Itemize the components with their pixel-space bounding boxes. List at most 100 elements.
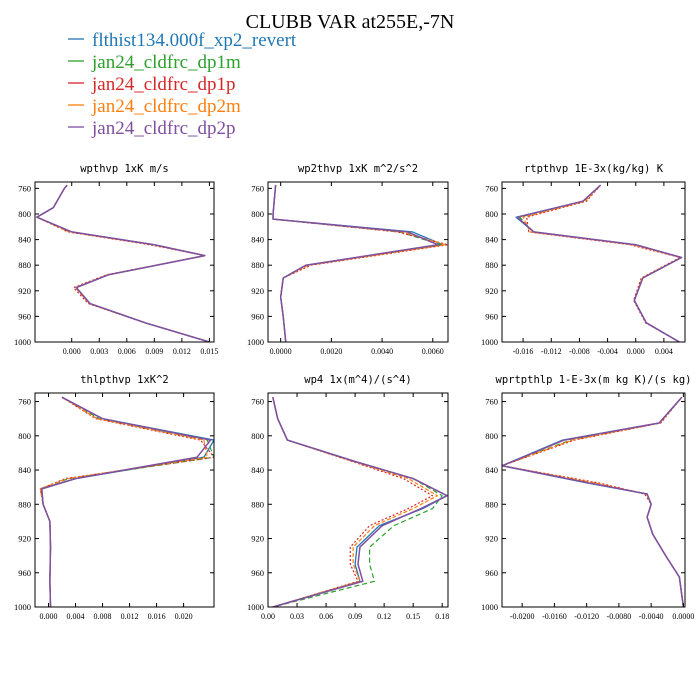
y-tick-label: 1000 xyxy=(14,602,31,612)
plot-frame xyxy=(34,392,215,608)
y-tick-label: 1000 xyxy=(481,337,498,347)
panel-5: wp4 1x(m^4)/(s^4)76080084088092096010000… xyxy=(247,374,449,621)
x-tick-label: -0.0160 xyxy=(542,612,567,621)
y-tick-label: 760 xyxy=(251,183,264,193)
x-tick-label: 0.18 xyxy=(435,612,449,621)
panel-title: wp4 1x(m^4)/(s^4) xyxy=(304,374,411,386)
y-tick-label: 760 xyxy=(485,183,498,193)
series-line-2 xyxy=(272,185,441,342)
x-tick-label: 0.03 xyxy=(290,612,304,621)
x-tick-label: 0.009 xyxy=(145,347,163,356)
y-tick-label: 800 xyxy=(485,209,498,219)
x-tick-label: 0.15 xyxy=(406,612,420,621)
x-tick-label: -0.012 xyxy=(541,347,562,356)
x-tick-label: -0.0040 xyxy=(639,612,664,621)
series-line-3 xyxy=(272,185,448,342)
series-line-2 xyxy=(518,184,683,342)
panel-title: wprtpthlp 1-E-3x(m kg K)/(s kg) xyxy=(496,374,692,386)
x-tick-label: 0.020 xyxy=(175,612,193,621)
y-tick-label: 840 xyxy=(251,465,264,475)
plot-frame xyxy=(501,392,686,608)
legend-label: flthist134.000f_xp2_revert xyxy=(92,30,297,51)
y-tick-label: 760 xyxy=(18,183,31,193)
y-tick-label: 960 xyxy=(251,311,264,321)
x-tick-label: 0.006 xyxy=(118,347,136,356)
y-tick-label: 800 xyxy=(18,431,31,441)
y-tick-label: 760 xyxy=(18,397,31,407)
panels: wpthvp 1xK m/s 760 800 840 880 920 960 1000 0.00… xyxy=(14,163,694,621)
y-tick-label: 840 xyxy=(485,465,498,475)
series-line-4 xyxy=(522,184,682,342)
y-tick-label: 880 xyxy=(251,499,264,509)
x-tick-label: 0.004 xyxy=(67,612,85,621)
series-line-1 xyxy=(272,185,444,342)
y-tick-label: 920 xyxy=(18,534,31,544)
x-tick-label: -0.008 xyxy=(569,347,590,356)
series-line-2 xyxy=(36,184,210,342)
y-tick-label: 920 xyxy=(18,286,31,296)
x-tick-label: 0.00 xyxy=(261,612,275,621)
y-tick-label: 920 xyxy=(485,534,498,544)
y-tick-label: 760 xyxy=(485,397,498,407)
series-line-2 xyxy=(39,396,214,607)
panel-1: wpthvp 1xK m/s 760 800 840 880 920 960 1000 0.00… xyxy=(14,163,218,356)
plot-frame xyxy=(34,181,215,343)
series-line-5 xyxy=(36,184,210,342)
y-tick-label: 880 xyxy=(251,260,264,270)
plot-frame xyxy=(267,392,449,608)
legend-label: jan24_cldfrc_dp2p xyxy=(91,118,236,139)
x-tick-label: -0.0200 xyxy=(510,612,535,621)
y-tick-label: 760 xyxy=(251,397,264,407)
series-line-2 xyxy=(272,397,443,607)
series-line-1 xyxy=(272,397,448,607)
x-tick-label: 0.06 xyxy=(319,612,333,621)
y-tick-label: 800 xyxy=(18,209,31,219)
plot-frame xyxy=(501,181,686,343)
x-tick-label: 0.004 xyxy=(655,347,673,356)
series-line-5 xyxy=(41,396,212,607)
panel-3: rtpthvp 1E-3x(kg/kg) K 760 800 840 880 920 960… xyxy=(481,163,686,356)
y-tick-label: 840 xyxy=(251,235,264,245)
x-tick-label: 0.016 xyxy=(148,612,166,621)
y-tick-label: 800 xyxy=(251,209,264,219)
y-tick-label: 960 xyxy=(18,568,31,578)
series-line-1 xyxy=(515,184,683,342)
x-tick-label: 0.000 xyxy=(40,612,58,621)
panel-title: wpthvp 1xK m/s xyxy=(80,163,169,175)
y-tick-label: 920 xyxy=(251,286,264,296)
x-tick-label: -0.004 xyxy=(597,347,618,356)
panel-title: wp2thvp 1xK m^2/s^2 xyxy=(298,163,418,175)
x-tick-label: 0.008 xyxy=(94,612,112,621)
x-tick-label: 0.0060 xyxy=(422,347,444,356)
y-tick-label: 880 xyxy=(18,260,31,270)
series-line-5 xyxy=(502,396,685,607)
series-line-3 xyxy=(502,396,684,607)
series-line-3 xyxy=(272,397,434,607)
panel-title: thlpthvp 1xK^2 xyxy=(80,374,169,386)
series-line-4 xyxy=(272,397,438,607)
series-line-1 xyxy=(36,184,210,342)
y-tick-label: 840 xyxy=(485,235,498,245)
y-tick-label: 800 xyxy=(251,431,264,441)
x-tick-label: 0.012 xyxy=(121,612,139,621)
legend-label: jan24_cldfrc_dp1p xyxy=(91,74,236,95)
y-tick-label: 920 xyxy=(485,286,498,296)
plot-frame xyxy=(267,181,449,343)
x-tick-label: 0.015 xyxy=(200,347,218,356)
series-line-5 xyxy=(272,185,439,342)
figure-title: CLUBB VAR at255E,-7N xyxy=(246,11,455,33)
legend-label: jan24_cldfrc_dp1m xyxy=(91,52,241,73)
y-tick-label: 960 xyxy=(18,311,31,321)
series-line-5 xyxy=(272,397,448,607)
legend: flthist134.000f_xp2_revertjan24_cldfrc_d… xyxy=(68,30,297,139)
y-tick-label: 840 xyxy=(18,465,31,475)
panel-6: wprtpthlp 1-E-3x(m kg K)/(s kg) 760 800 840… xyxy=(481,374,694,621)
series-line-4 xyxy=(39,396,208,607)
y-tick-label: 960 xyxy=(251,568,264,578)
series-line-5 xyxy=(516,184,683,342)
x-tick-label: 0.000 xyxy=(63,347,81,356)
y-tick-label: 1000 xyxy=(247,337,264,347)
y-tick-label: 960 xyxy=(485,311,498,321)
x-tick-label: 0.0000 xyxy=(270,347,292,356)
